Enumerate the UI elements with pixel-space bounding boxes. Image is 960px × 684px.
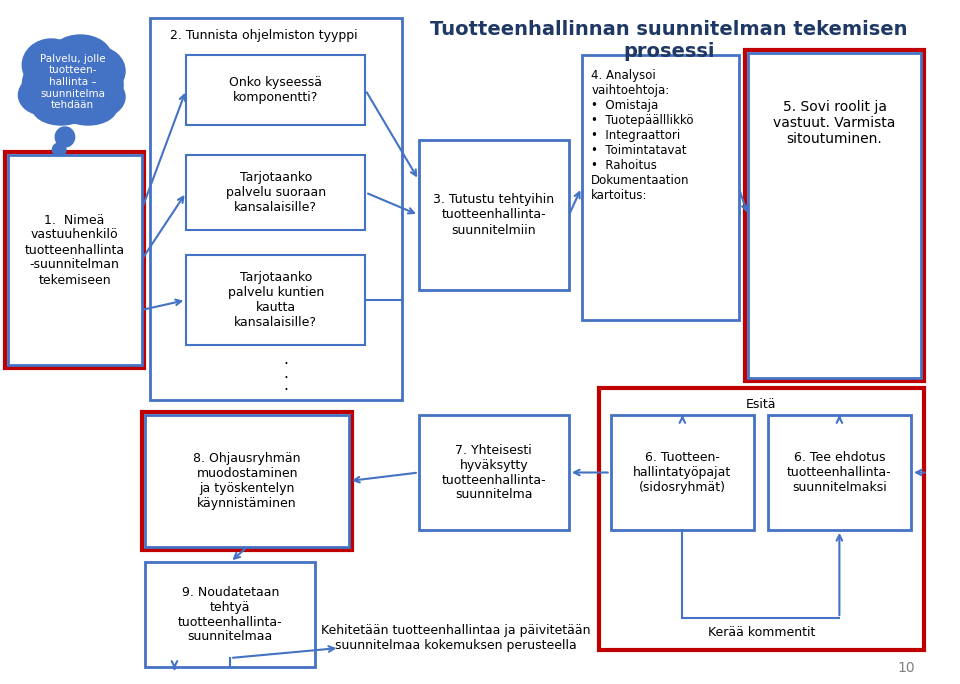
Ellipse shape: [71, 47, 125, 95]
FancyBboxPatch shape: [5, 152, 144, 368]
Text: 1.  Nimeä
vastuuhenkilö
tuotteenhallinta
-suunnitelman
tekemiseen: 1. Nimeä vastuuhenkilö tuotteenhallinta …: [25, 213, 125, 287]
Text: 5. Sovi roolit ja
vastuut. Varmista
sitoutuminen.: 5. Sovi roolit ja vastuut. Varmista sito…: [774, 100, 896, 146]
Text: .: .: [283, 365, 288, 380]
FancyBboxPatch shape: [186, 55, 366, 125]
Ellipse shape: [22, 39, 81, 91]
FancyBboxPatch shape: [748, 53, 921, 378]
Ellipse shape: [56, 127, 75, 147]
FancyBboxPatch shape: [745, 50, 924, 381]
Text: Palvelu, jolle
tuotteen-
hallinta –
suunnitelma
tehdään: Palvelu, jolle tuotteen- hallinta – suun…: [40, 54, 106, 110]
Text: 10: 10: [898, 661, 915, 675]
Text: 2. Tunnista ohjelmiston tyyppi: 2. Tunnista ohjelmiston tyyppi: [170, 29, 357, 42]
Text: 9. Noudatetaan
tehtyä
tuotteenhallinta-
suunnitelmaa: 9. Noudatetaan tehtyä tuotteenhallinta- …: [178, 586, 282, 644]
Text: Kehitetään tuotteenhallintaa ja päivitetään
suunnitelmaa kokemuksen perusteella: Kehitetään tuotteenhallintaa ja päivitet…: [321, 624, 590, 652]
Text: 3. Tutustu tehtyihin
tuotteenhallinta-
suunnitelmiin: 3. Tutustu tehtyihin tuotteenhallinta- s…: [433, 194, 555, 237]
Text: 4. Analysoi
vaihtoehtoja:
•  Omistaja
•  Tuotepäälllikkö
•  Integraattori
•  Toi: 4. Analysoi vaihtoehtoja: • Omistaja • T…: [591, 69, 694, 202]
Ellipse shape: [22, 47, 123, 123]
Text: Onko kyseessä
komponentti?: Onko kyseessä komponentti?: [229, 76, 323, 104]
FancyBboxPatch shape: [186, 255, 366, 345]
FancyBboxPatch shape: [145, 562, 315, 667]
Ellipse shape: [51, 155, 60, 165]
Text: 8. Ohjausryhmän
muodostaminen
ja työskentelyn
käynnistäminen: 8. Ohjausryhmän muodostaminen ja työsken…: [193, 452, 300, 510]
FancyBboxPatch shape: [8, 155, 141, 365]
FancyBboxPatch shape: [582, 55, 738, 320]
FancyBboxPatch shape: [419, 415, 569, 530]
FancyBboxPatch shape: [142, 412, 352, 550]
Ellipse shape: [32, 89, 90, 125]
Text: Esitä: Esitä: [746, 397, 777, 410]
FancyBboxPatch shape: [186, 155, 366, 230]
FancyBboxPatch shape: [599, 388, 924, 650]
Text: Tarjotaanko
palvelu suoraan
kansalaisille?: Tarjotaanko palvelu suoraan kansalaisill…: [226, 171, 325, 214]
Text: .: .: [283, 352, 288, 367]
Ellipse shape: [60, 89, 117, 125]
Text: 6. Tee ehdotus
tuotteenhallinta-
suunnitelmaksi: 6. Tee ehdotus tuotteenhallinta- suunnit…: [787, 451, 892, 494]
Ellipse shape: [75, 77, 125, 117]
Ellipse shape: [49, 35, 111, 79]
FancyBboxPatch shape: [145, 415, 348, 547]
Text: 6. Tuotteen-
hallintatyöpajat
(sidosryhmät): 6. Tuotteen- hallintatyöpajat (sidosryhm…: [634, 451, 732, 494]
FancyBboxPatch shape: [150, 18, 402, 400]
FancyBboxPatch shape: [419, 140, 569, 290]
Text: Kerää kommentit: Kerää kommentit: [708, 625, 815, 638]
Ellipse shape: [53, 143, 66, 157]
Text: Tarjotaanko
palvelu kuntien
kautta
kansalaisille?: Tarjotaanko palvelu kuntien kautta kansa…: [228, 271, 324, 329]
Text: .: .: [283, 378, 288, 393]
Text: Tuotteenhallinnan suunnitelman tekemisen
prosessi: Tuotteenhallinnan suunnitelman tekemisen…: [430, 20, 907, 61]
FancyBboxPatch shape: [768, 415, 911, 530]
Ellipse shape: [18, 75, 69, 115]
Text: 7. Yhteisesti
hyväksytty
tuotteenhallinta-
suunnitelma: 7. Yhteisesti hyväksytty tuotteenhallint…: [442, 443, 546, 501]
FancyBboxPatch shape: [611, 415, 755, 530]
